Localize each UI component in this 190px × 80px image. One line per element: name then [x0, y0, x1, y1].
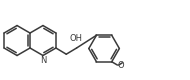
Text: OH: OH — [70, 34, 83, 43]
Text: O: O — [118, 61, 124, 70]
Text: N: N — [40, 56, 46, 65]
